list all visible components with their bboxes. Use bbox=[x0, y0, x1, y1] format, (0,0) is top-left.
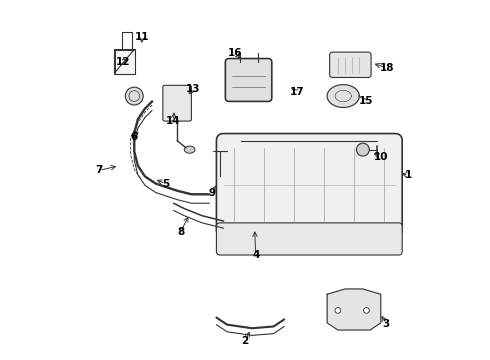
FancyBboxPatch shape bbox=[225, 59, 272, 102]
Text: 15: 15 bbox=[359, 96, 373, 107]
Polygon shape bbox=[327, 289, 381, 330]
FancyBboxPatch shape bbox=[217, 134, 402, 237]
Text: 11: 11 bbox=[135, 32, 149, 42]
Text: 6: 6 bbox=[130, 132, 137, 142]
FancyBboxPatch shape bbox=[114, 49, 135, 73]
Circle shape bbox=[356, 143, 369, 156]
Text: 2: 2 bbox=[242, 336, 248, 346]
FancyBboxPatch shape bbox=[330, 52, 371, 77]
Text: 14: 14 bbox=[166, 116, 181, 126]
Text: 3: 3 bbox=[383, 319, 390, 329]
Text: 1: 1 bbox=[405, 170, 412, 180]
Circle shape bbox=[335, 307, 341, 313]
Text: 8: 8 bbox=[177, 227, 184, 237]
Text: 17: 17 bbox=[290, 87, 304, 98]
Ellipse shape bbox=[184, 146, 195, 153]
FancyBboxPatch shape bbox=[163, 85, 192, 121]
Text: 4: 4 bbox=[252, 250, 259, 260]
Text: 18: 18 bbox=[380, 63, 394, 73]
Polygon shape bbox=[327, 85, 359, 108]
Text: 5: 5 bbox=[162, 179, 170, 189]
Text: 10: 10 bbox=[373, 152, 388, 162]
Text: 16: 16 bbox=[228, 48, 242, 58]
Text: 9: 9 bbox=[209, 188, 216, 198]
Text: 7: 7 bbox=[96, 165, 103, 175]
Circle shape bbox=[125, 87, 143, 105]
Circle shape bbox=[364, 307, 369, 313]
Text: 12: 12 bbox=[116, 57, 130, 67]
Text: 13: 13 bbox=[186, 84, 200, 94]
FancyBboxPatch shape bbox=[217, 223, 402, 255]
